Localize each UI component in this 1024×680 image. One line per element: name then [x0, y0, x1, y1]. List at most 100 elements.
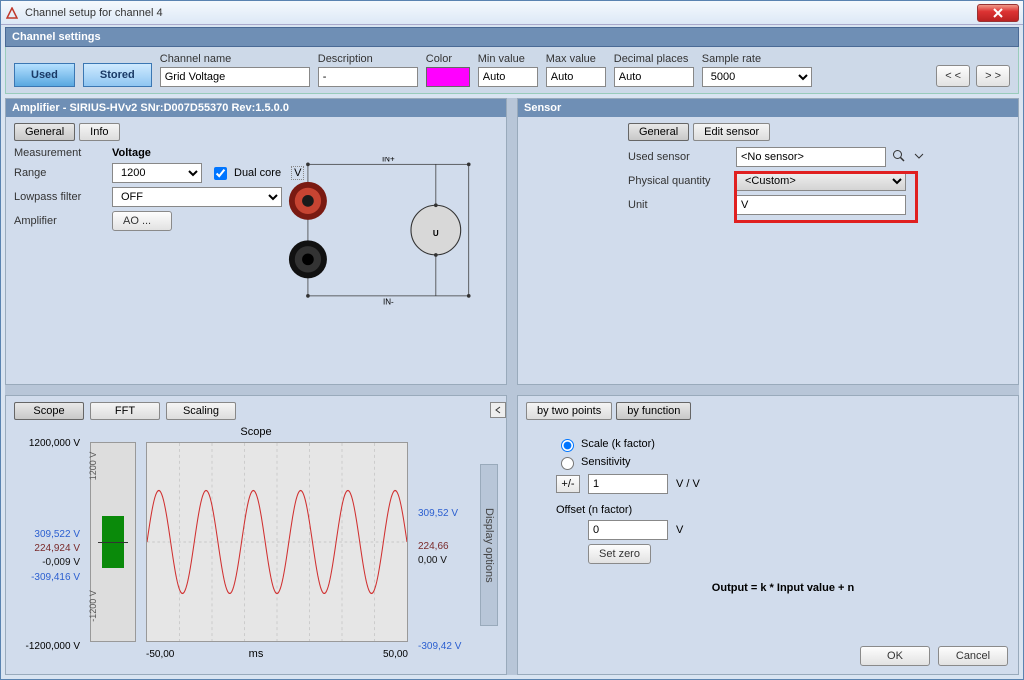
search-icon[interactable] [892, 149, 906, 166]
description-field: Description [318, 53, 418, 87]
channel-settings-row: Used Stored Channel name Description Col… [5, 47, 1019, 94]
y-top-label: 1200,000 V [29, 438, 80, 449]
decimal-input[interactable] [614, 67, 694, 87]
right-c: 0,00 V [418, 555, 447, 566]
amplifier-label: Amplifier [14, 215, 104, 227]
level-center-tick [98, 542, 128, 543]
unit-input[interactable] [736, 195, 906, 215]
amp-tab-general[interactable]: General [14, 123, 75, 141]
lowpass-select[interactable]: OFF [112, 187, 282, 207]
next-channel-button[interactable]: > > [976, 65, 1010, 87]
main-grid: Amplifier - SIRIUS-HVv2 SNr:D007D55370 R… [5, 98, 1019, 675]
scale-value-row: +/- V / V [556, 474, 1010, 494]
setzero-row: Set zero [556, 544, 1010, 564]
channel-settings-panel: Channel settings Used Stored Channel nam… [5, 27, 1019, 94]
splitter-bottom[interactable] [507, 395, 517, 675]
level-bar: 1200 V -1200 V [90, 442, 136, 642]
tab-by-function[interactable]: by function [616, 402, 691, 420]
wiring-diagram: IN+ IN- U [286, 157, 498, 318]
scope-tab-fft[interactable]: FFT [90, 402, 160, 420]
mid-a: 309,522 V [34, 529, 80, 540]
app-icon [5, 6, 19, 20]
amplifier-tabs: General Info [14, 123, 498, 141]
sensor-tab-general[interactable]: General [628, 123, 689, 141]
sign-toggle-button[interactable]: +/- [556, 475, 580, 493]
offset-unit: V [676, 524, 683, 536]
scope-tab-scope[interactable]: Scope [14, 402, 84, 420]
scope-tab-scaling[interactable]: Scaling [166, 402, 236, 420]
splitter-top[interactable] [507, 98, 517, 385]
range-label: Range [14, 167, 104, 179]
used-sensor-input[interactable] [736, 147, 886, 167]
range-select[interactable]: 1200 [112, 163, 202, 183]
sensor-tabs: General Edit sensor [628, 123, 1010, 141]
sample-rate-field: Sample rate 5000 [702, 53, 812, 87]
phys-qty-row: Physical quantity <Custom> [628, 171, 1010, 191]
ok-button[interactable]: OK [860, 646, 930, 666]
mid-c: -0,009 V [42, 557, 80, 568]
description-input[interactable] [318, 67, 418, 87]
color-swatch[interactable] [426, 67, 470, 87]
nav-buttons: < < > > [936, 65, 1010, 87]
phys-qty-label: Physical quantity [628, 175, 728, 187]
sensor-body: General Edit sensor Used sensor Physical… [518, 117, 1018, 384]
max-value-field: Max value [546, 53, 606, 87]
amplifier-panel: Amplifier - SIRIUS-HVv2 SNr:D007D55370 R… [5, 98, 507, 385]
used-button[interactable]: Used [14, 63, 75, 87]
amp-tab-info[interactable]: Info [79, 123, 119, 141]
level-bot-label: -1200 V [88, 590, 98, 622]
phys-qty-select[interactable]: <Custom> [736, 171, 906, 191]
scaling-tabs: by two points by function [526, 402, 1010, 420]
cancel-button[interactable]: Cancel [938, 646, 1008, 666]
collapse-button[interactable] [490, 402, 506, 418]
used-sensor-row: Used sensor [628, 147, 1010, 167]
radio-scale[interactable]: Scale (k factor) [556, 436, 1010, 452]
right-d: -309,42 V [418, 641, 461, 652]
sample-rate-select[interactable]: 5000 [702, 67, 812, 87]
level-top-label: 1200 V [88, 452, 98, 481]
titlebar[interactable]: Channel setup for channel 4 [1, 1, 1023, 25]
scope-area: Scope 1200,000 V 309,522 V 224,924 V -0,… [14, 424, 498, 666]
splitter-horizontal[interactable] [5, 385, 1019, 395]
offset-row: V [556, 520, 1010, 540]
prev-channel-button[interactable]: < < [936, 65, 970, 87]
tab-two-points[interactable]: by two points [526, 402, 612, 420]
y-left-labels: 1200,000 V 309,522 V 224,924 V -0,009 V … [14, 442, 84, 648]
measurement-label: Measurement [14, 147, 104, 159]
scope-tabs: Scope FFT Scaling [6, 396, 506, 420]
scope-plot[interactable] [146, 442, 408, 642]
offset-label: Offset (n factor) [556, 504, 1010, 516]
min-value-label: Min value [478, 53, 538, 65]
offset-input[interactable] [588, 520, 668, 540]
ao-button[interactable]: AO ... [112, 211, 172, 231]
decimal-field: Decimal places [614, 53, 694, 87]
channel-name-label: Channel name [160, 53, 310, 65]
sample-rate-label: Sample rate [702, 53, 812, 65]
max-value-label: Max value [546, 53, 606, 65]
display-options-tab[interactable]: Display options [480, 464, 498, 626]
scale-value-input[interactable] [588, 474, 668, 494]
sensor-tab-edit[interactable]: Edit sensor [693, 123, 770, 141]
radio-sensitivity[interactable]: Sensitivity [556, 454, 1010, 470]
chevron-down-icon[interactable] [914, 151, 924, 164]
set-zero-button[interactable]: Set zero [588, 544, 651, 564]
amplifier-title: Amplifier - SIRIUS-HVv2 SNr:D007D55370 R… [6, 99, 506, 117]
y-right-labels: 309,52 V 224,66 0,00 V -309,42 V [414, 442, 474, 648]
scaling-body: by two points by function Scale (k facto… [518, 396, 1018, 674]
color-field: Color [426, 53, 470, 87]
dualcore-label: Dual core [234, 167, 281, 179]
window-title: Channel setup for channel 4 [25, 7, 977, 19]
dualcore-checkbox[interactable] [214, 167, 227, 180]
right-a: 309,52 V [418, 508, 458, 519]
sensor-panel: Sensor General Edit sensor Used sensor P… [517, 98, 1019, 385]
scope-panel: Scope FFT Scaling Scope 1200,000 V 309,5… [5, 395, 507, 675]
amplifier-body: General Info Measurement Voltage Range 1… [6, 117, 506, 384]
max-value-input[interactable] [546, 67, 606, 87]
scale-unit: V / V [676, 478, 700, 490]
channel-name-input[interactable] [160, 67, 310, 87]
in-minus-label: IN- [383, 298, 394, 307]
lowpass-label: Lowpass filter [14, 191, 104, 203]
close-button[interactable] [977, 4, 1019, 22]
stored-button[interactable]: Stored [83, 63, 152, 87]
min-value-input[interactable] [478, 67, 538, 87]
